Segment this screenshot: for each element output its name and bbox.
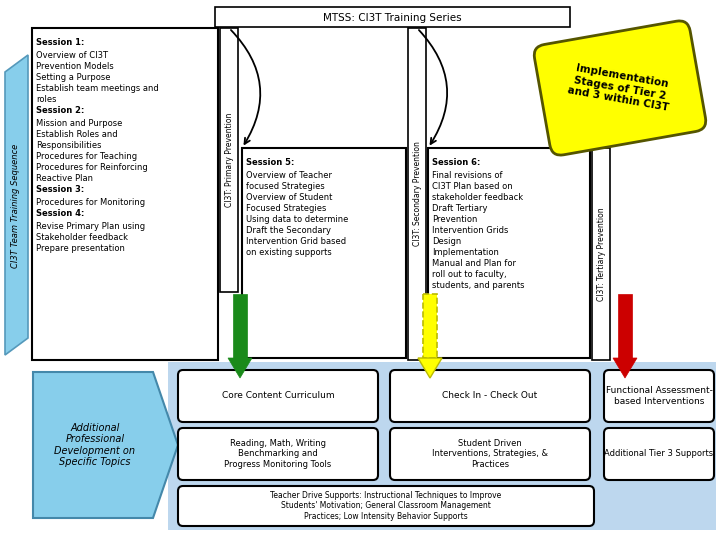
Text: Session 6:: Session 6:	[432, 158, 480, 167]
Text: Session 2:: Session 2:	[36, 106, 84, 115]
Polygon shape	[33, 372, 178, 518]
Text: Core Content Curriculum: Core Content Curriculum	[222, 392, 334, 401]
Text: MTSS: CI3T Training Series: MTSS: CI3T Training Series	[323, 13, 462, 23]
Polygon shape	[228, 358, 252, 378]
Bar	[618, 294, 632, 358]
Text: Teacher Drive Supports: Instructional Techniques to Improve
Students' Motivation: Teacher Drive Supports: Instructional Te…	[271, 491, 502, 521]
Bar	[233, 294, 247, 358]
Text: Mission and Purpose: Mission and Purpose	[36, 119, 122, 128]
Bar	[408, 28, 426, 360]
Text: students, and parents: students, and parents	[432, 281, 524, 290]
Text: Design: Design	[432, 237, 462, 246]
Text: Using data to determine: Using data to determine	[246, 215, 348, 224]
Text: Implementation
Stages of Tier 2
and 3 within CI3T: Implementation Stages of Tier 2 and 3 wi…	[567, 63, 673, 113]
Bar	[428, 148, 590, 358]
Bar	[215, 7, 570, 27]
Text: Responsibilities: Responsibilities	[36, 141, 102, 150]
Text: Reactive Plan: Reactive Plan	[36, 174, 93, 183]
Bar	[32, 28, 218, 360]
Text: focused Strategies: focused Strategies	[246, 182, 325, 191]
Text: Prepare presentation: Prepare presentation	[36, 244, 125, 253]
Bar	[423, 294, 437, 358]
Text: Revise Primary Plan using: Revise Primary Plan using	[36, 222, 145, 231]
Text: Intervention Grids: Intervention Grids	[432, 226, 508, 235]
Text: Draft Tertiary: Draft Tertiary	[432, 204, 487, 213]
Polygon shape	[5, 55, 28, 355]
Text: Establish team meetings and: Establish team meetings and	[36, 84, 158, 93]
Text: Procedures for Teaching: Procedures for Teaching	[36, 152, 137, 161]
Text: Final revisions of: Final revisions of	[432, 171, 503, 180]
Bar	[220, 28, 238, 292]
Text: roles: roles	[36, 95, 56, 104]
Text: Establish Roles and: Establish Roles and	[36, 130, 117, 139]
FancyBboxPatch shape	[604, 428, 714, 480]
Text: Overview of Teacher: Overview of Teacher	[246, 171, 332, 180]
Text: CI3T: Secondary Prevention: CI3T: Secondary Prevention	[413, 141, 421, 246]
Text: Procedures for Monitoring: Procedures for Monitoring	[36, 198, 145, 207]
Text: CI3T Plan based on: CI3T Plan based on	[432, 182, 513, 191]
FancyBboxPatch shape	[390, 428, 590, 480]
Bar	[592, 148, 610, 360]
Text: Draft the Secondary: Draft the Secondary	[246, 226, 331, 235]
Text: CI3T Team Training Sequence: CI3T Team Training Sequence	[12, 144, 20, 268]
Text: Session 3:: Session 3:	[36, 185, 84, 194]
Text: Functional Assessment-
based Interventions: Functional Assessment- based Interventio…	[606, 386, 712, 406]
Text: Stakeholder feedback: Stakeholder feedback	[36, 233, 128, 242]
FancyBboxPatch shape	[178, 370, 378, 422]
FancyBboxPatch shape	[178, 486, 594, 526]
Text: Prevention Models: Prevention Models	[36, 62, 114, 71]
Text: Check In - Check Out: Check In - Check Out	[442, 392, 538, 401]
Text: Intervention Grid based: Intervention Grid based	[246, 237, 346, 246]
Text: Prevention: Prevention	[432, 215, 477, 224]
Text: Additional
Professional
Development on
Specific Topics: Additional Professional Development on S…	[55, 423, 135, 468]
Text: Overview of Student: Overview of Student	[246, 193, 333, 202]
Text: Session 4:: Session 4:	[36, 209, 84, 218]
Text: on existing supports: on existing supports	[246, 248, 332, 257]
Text: Procedures for Reinforcing: Procedures for Reinforcing	[36, 163, 148, 172]
FancyBboxPatch shape	[604, 370, 714, 422]
Text: Overview of CI3T: Overview of CI3T	[36, 51, 108, 60]
Text: Session 5:: Session 5:	[246, 158, 294, 167]
FancyBboxPatch shape	[534, 21, 706, 155]
Text: Reading, Math, Writing
Benchmarking and
Progress Monitoring Tools: Reading, Math, Writing Benchmarking and …	[225, 439, 332, 469]
FancyBboxPatch shape	[390, 370, 590, 422]
Text: Additional Tier 3 Supports: Additional Tier 3 Supports	[604, 449, 714, 458]
Text: stakeholder feedback: stakeholder feedback	[432, 193, 523, 202]
Polygon shape	[613, 358, 637, 378]
Bar	[242, 148, 406, 358]
Bar	[168, 362, 716, 530]
Text: CI3T: Tertiary Prevention: CI3T: Tertiary Prevention	[596, 207, 606, 301]
Text: Student Driven
Interventions, Strategies, &
Practices: Student Driven Interventions, Strategies…	[432, 439, 548, 469]
Text: Manual and Plan for: Manual and Plan for	[432, 259, 516, 268]
Text: roll out to faculty,: roll out to faculty,	[432, 270, 507, 279]
Text: Implementation: Implementation	[432, 248, 499, 257]
FancyBboxPatch shape	[178, 428, 378, 480]
Text: CI3T: Primary Prevention: CI3T: Primary Prevention	[225, 113, 233, 207]
Polygon shape	[418, 358, 442, 378]
Text: Focused Strategies: Focused Strategies	[246, 204, 326, 213]
Text: Setting a Purpose: Setting a Purpose	[36, 73, 110, 82]
Text: Session 1:: Session 1:	[36, 38, 84, 47]
